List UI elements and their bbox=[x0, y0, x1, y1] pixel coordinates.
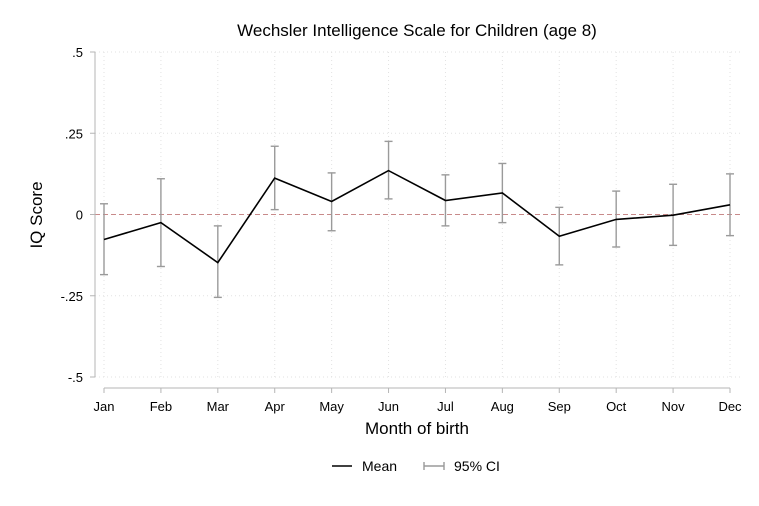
x-tick-label: Dec bbox=[718, 399, 742, 414]
x-tick-label: May bbox=[319, 399, 344, 414]
y-tick-label: .5 bbox=[72, 45, 83, 60]
x-axis-label: Month of birth bbox=[365, 419, 469, 438]
ci-bars bbox=[100, 140, 734, 299]
x-tick-label: Apr bbox=[265, 399, 286, 414]
y-tick-label: 0 bbox=[76, 208, 83, 223]
x-tick-label: Feb bbox=[150, 399, 172, 414]
chart-title: Wechsler Intelligence Scale for Children… bbox=[237, 21, 597, 40]
ci-bar bbox=[726, 173, 734, 237]
legend-ci-label: 95% CI bbox=[454, 458, 500, 474]
mean-series-line bbox=[103, 169, 731, 264]
y-axis: .5 .25 0 -.25 -.5 bbox=[61, 45, 96, 385]
x-tick-label: Sep bbox=[548, 399, 571, 414]
x-tick-label: Mar bbox=[207, 399, 230, 414]
x-tick-label: Jan bbox=[94, 399, 115, 414]
y-tick-label: -.5 bbox=[68, 370, 83, 385]
x-tick-label: Oct bbox=[606, 399, 627, 414]
x-tick-label: Nov bbox=[662, 399, 686, 414]
x-tick-label: Aug bbox=[491, 399, 514, 414]
x-tick-label: Jun bbox=[378, 399, 399, 414]
y-tick-label: .25 bbox=[65, 126, 83, 141]
legend-mean-label: Mean bbox=[362, 458, 397, 474]
y-axis-label: IQ Score bbox=[27, 181, 46, 248]
x-tick-label: Jul bbox=[437, 399, 454, 414]
y-tick-label: -.25 bbox=[61, 289, 83, 304]
x-axis: Jan Feb Mar Apr May Jun Jul Aug Sep Oct Nov Dec bbox=[94, 387, 742, 414]
legend: Mean 95% CI bbox=[332, 458, 500, 474]
legend-ci-swatch bbox=[423, 462, 445, 470]
